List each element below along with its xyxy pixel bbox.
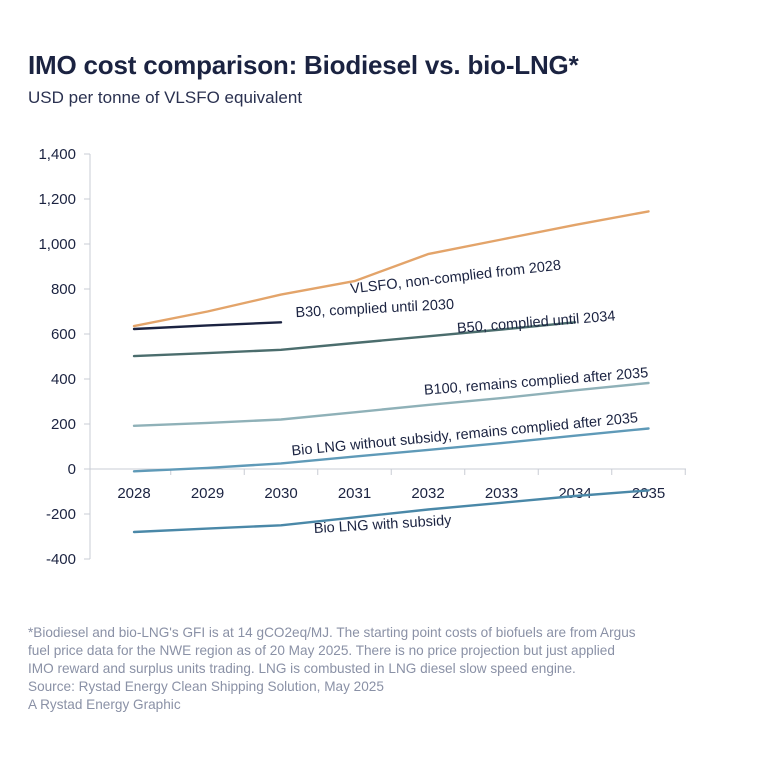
credit-line: A Rystad Energy Graphic xyxy=(28,697,181,712)
x-tick-label: 2034 xyxy=(558,485,591,502)
x-tick-label: 2031 xyxy=(338,485,371,502)
line-chart: -400 -200 0 200 400 600 800 1,000 1,200 1,400 2028… xyxy=(38,146,686,568)
series-label-5: Bio LNG with subsidy xyxy=(313,513,452,537)
chart-axes: -400 -200 0 200 400 600 800 1,000 1,200 1,400 2028… xyxy=(38,146,686,568)
series-line-2 xyxy=(132,321,577,358)
series-line-5 xyxy=(132,489,650,534)
series-line-0 xyxy=(132,210,650,328)
chart-title: IMO cost comparison: Biodiesel vs. bio-L… xyxy=(28,50,579,80)
footnote-line: *Biodiesel and bio-LNG's GFI is at 14 gC… xyxy=(28,625,636,640)
y-tick-label: 400 xyxy=(51,371,76,388)
x-tick-label: 2029 xyxy=(191,485,224,502)
series-label-0: VLSFO, non-complied from 2028 xyxy=(349,258,561,298)
y-tick-label: 1,000 xyxy=(38,236,76,253)
y-tick-label: 200 xyxy=(51,416,76,433)
x-tick-label: 2028 xyxy=(117,485,150,502)
series-label-1: B30, complied until 2030 xyxy=(295,297,454,321)
y-tick-label: 1,400 xyxy=(38,146,76,163)
source-line: Source: Rystad Energy Clean Shipping Sol… xyxy=(28,679,384,694)
y-tick-label: 600 xyxy=(51,326,76,343)
series-line-4 xyxy=(132,427,650,473)
x-tick-label: 2030 xyxy=(264,485,297,502)
x-tick-label: 2033 xyxy=(485,485,518,502)
y-tick-label: 0 xyxy=(68,461,76,478)
x-tick-label: 2035 xyxy=(632,485,665,502)
footnote-line: IMO reward and surplus units trading. LN… xyxy=(28,661,576,676)
y-tick-label: -200 xyxy=(46,506,76,523)
y-tick-label: 1,200 xyxy=(38,191,76,208)
series-label-2: B50, complied until 2034 xyxy=(456,308,616,336)
series-lines xyxy=(132,210,650,534)
chart-subtitle: USD per tonne of VLSFO equivalent xyxy=(28,88,303,107)
y-tick-label: -400 xyxy=(46,551,76,568)
series-line-1 xyxy=(132,321,283,331)
footnote-line: fuel price data for the NWE region as of… xyxy=(28,643,615,658)
x-tick-label: 2032 xyxy=(411,485,444,502)
series-line-3 xyxy=(132,381,650,427)
footnote: *Biodiesel and bio-LNG's GFI is at 14 gC… xyxy=(28,624,748,714)
y-tick-label: 800 xyxy=(51,281,76,298)
